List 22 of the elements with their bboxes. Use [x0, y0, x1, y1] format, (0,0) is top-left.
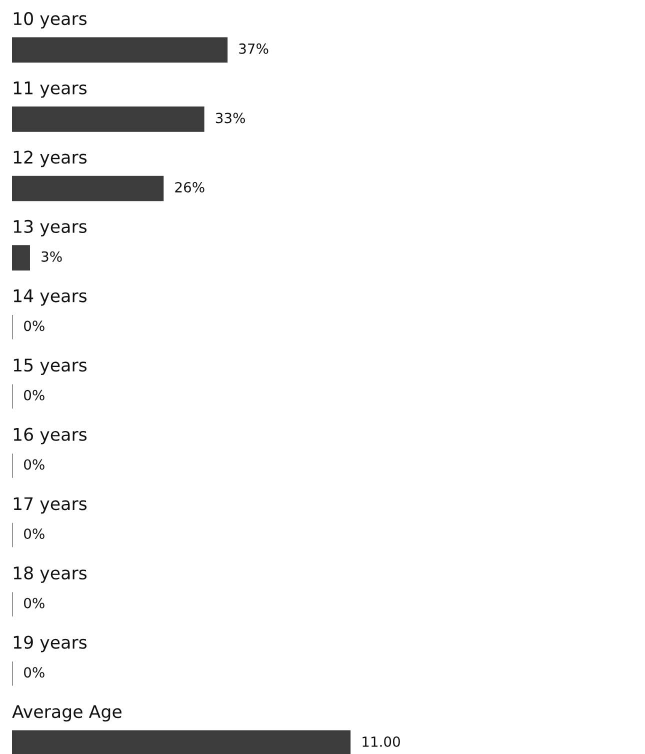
data-label: 0% [24, 390, 44, 400]
y-tick-label: Average Age [12, 705, 122, 722]
y-tick-label: 10 years [14, 12, 87, 28]
y-tick-label: 17 years [14, 497, 87, 514]
data-label: 0% [24, 320, 44, 332]
data-label: 0% [24, 528, 44, 540]
y-tick-label: 19 years [14, 636, 87, 652]
y-tick-label: 16 years [14, 428, 87, 444]
data-label: 0% [24, 459, 44, 470]
data-label: 11.00 [362, 736, 400, 747]
y-tick-label: 11 years [14, 82, 87, 98]
data-label: 26% [175, 182, 204, 193]
data-label: 0% [24, 598, 44, 608]
y-tick-label: 13 years [14, 220, 87, 236]
data-label: 37% [239, 43, 268, 54]
y-tick-label: 18 years [14, 566, 87, 583]
y-tick-label: 12 years [14, 150, 87, 168]
data-label: 0% [24, 667, 44, 678]
data-label: 33% [216, 112, 245, 124]
data-label: 3% [42, 251, 62, 262]
y-tick-label: 14 years [14, 289, 87, 306]
y-tick-label: 15 years [14, 358, 87, 375]
